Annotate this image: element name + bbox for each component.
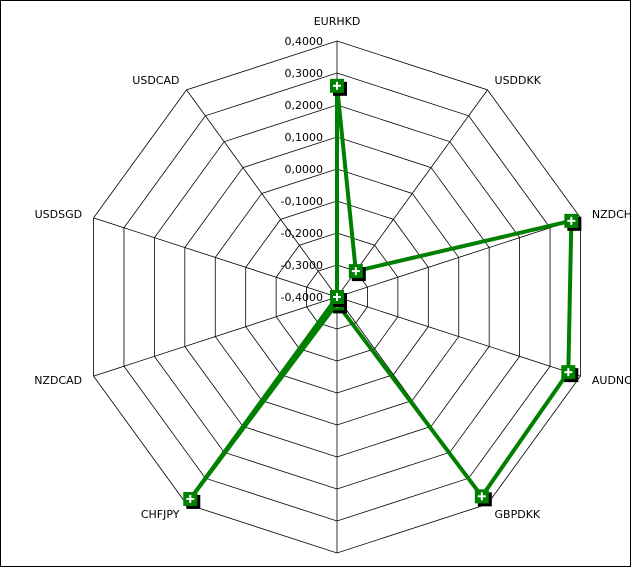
radar-spoke [336,89,488,298]
radar-spoke [336,217,581,298]
tick-label: -0,4000 [281,291,323,304]
tick-label: 0,4000 [285,35,324,48]
tick-label: -0,3000 [281,259,323,272]
tick-labels: -0,4000 -0,3000 -0,2000 -0,1000 0,0000 0,1000… [281,35,323,304]
category-label: USDSGD [35,208,82,221]
data-point [330,290,347,307]
category-label: AUDNOK [592,374,631,387]
category-label: NZDCAD [34,374,82,387]
tick-label: -0,2000 [281,227,323,240]
radar-spoke [186,89,338,298]
series-layer [183,78,582,509]
category-label: CHFJPY [141,508,180,521]
category-label: EURHKD [314,15,361,28]
series-line [188,83,574,501]
category-label: NZDCHF [592,208,631,221]
category-label: USDDKK [495,74,542,87]
category-labels: EURHKDUSDDKKNZDCHFAUDNOKGBPDKKEURGBPCHFJ… [34,15,631,568]
tick-label: -0,1000 [281,195,323,208]
data-point [561,365,579,383]
data-point [348,264,366,282]
tick-label: 0,3000 [285,67,324,80]
data-point [330,78,347,96]
data-point [183,491,201,509]
tick-label: 0,2000 [285,99,324,112]
category-label: USDCAD [132,74,179,87]
tick-label: 0,0000 [285,163,324,176]
tick-label: 0,1000 [285,131,324,144]
data-point [474,489,492,507]
data-point [564,213,582,231]
radar-spoke [93,296,338,377]
radar-spoke [336,296,581,377]
category-label: GBPDKK [495,508,541,521]
radar-spoke [93,217,338,298]
